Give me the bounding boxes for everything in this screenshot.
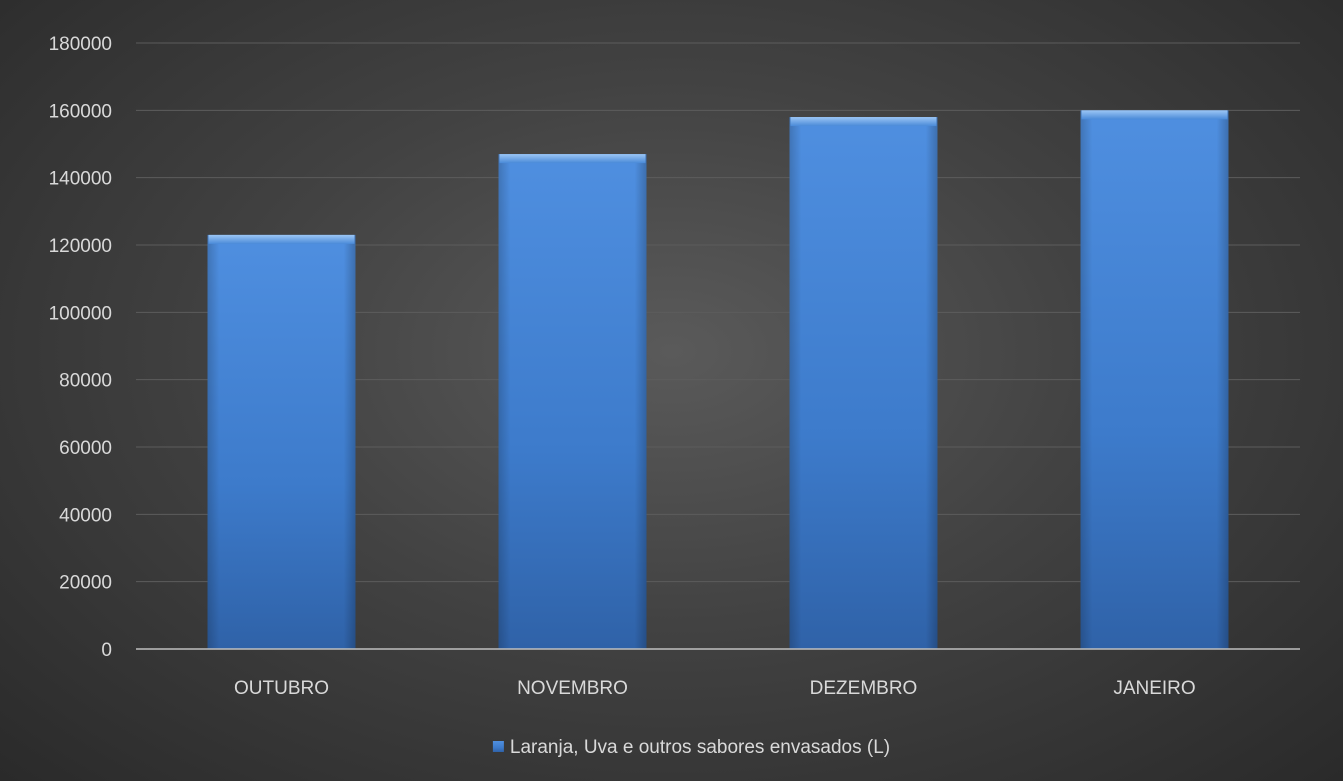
bar-cap-3 — [1082, 110, 1228, 119]
bar-dezembro — [790, 117, 938, 649]
y-tick-label-9: 180000 — [49, 34, 112, 55]
x-axis-tick-labels: OUTUBRO NOVEMBRO DEZEMBRO JANEIRO — [234, 678, 1196, 699]
x-tick-label-2: DEZEMBRO — [810, 678, 918, 699]
y-tick-label-7: 140000 — [49, 169, 112, 190]
x-tick-label-1: NOVEMBRO — [517, 678, 628, 699]
legend: Laranja, Uva e outros sabores envasados … — [493, 737, 890, 758]
bar-outubro — [208, 235, 356, 649]
x-tick-label-0: OUTUBRO — [234, 678, 329, 699]
y-tick-label-5: 100000 — [49, 303, 112, 324]
bar-shade-1 — [499, 154, 647, 649]
bar-shade-0 — [208, 235, 356, 649]
y-tick-label-6: 120000 — [49, 236, 112, 257]
y-tick-label-1: 20000 — [59, 573, 112, 594]
y-tick-label-4: 80000 — [59, 371, 112, 392]
y-tick-label-2: 40000 — [59, 505, 112, 526]
x-tick-label-3: JANEIRO — [1113, 678, 1195, 699]
legend-label: Laranja, Uva e outros sabores envasados … — [510, 737, 890, 758]
y-axis-tick-labels: 0 20000 40000 60000 80000 100000 120000 140000 1… — [49, 34, 112, 661]
y-tick-label-3: 60000 — [59, 438, 112, 459]
bar-cap-2 — [791, 117, 937, 126]
bar-shade-3 — [1081, 110, 1229, 649]
bar-shade-2 — [790, 117, 938, 649]
legend-swatch — [493, 741, 504, 752]
bar-cap-0 — [209, 235, 355, 244]
bar-janeiro — [1081, 110, 1229, 649]
bar-novembro — [499, 154, 647, 649]
bar-cap-1 — [500, 154, 646, 163]
y-tick-label-8: 160000 — [49, 101, 112, 122]
y-tick-label-0: 0 — [101, 640, 112, 661]
